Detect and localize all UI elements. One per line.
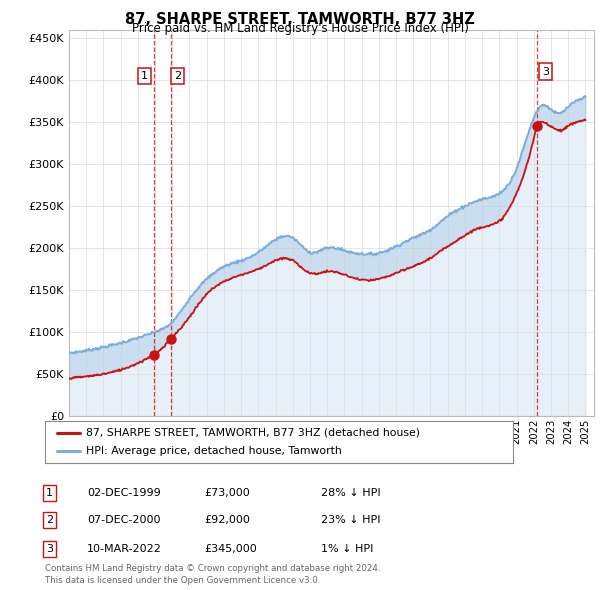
Text: 1% ↓ HPI: 1% ↓ HPI bbox=[321, 544, 373, 553]
Text: 10-MAR-2022: 10-MAR-2022 bbox=[87, 544, 162, 553]
Text: 07-DEC-2000: 07-DEC-2000 bbox=[87, 516, 161, 525]
Text: 02-DEC-1999: 02-DEC-1999 bbox=[87, 488, 161, 497]
Text: HPI: Average price, detached house, Tamworth: HPI: Average price, detached house, Tamw… bbox=[86, 446, 342, 456]
Text: 2: 2 bbox=[174, 71, 181, 81]
Text: £345,000: £345,000 bbox=[204, 544, 257, 553]
Text: 87, SHARPE STREET, TAMWORTH, B77 3HZ (detached house): 87, SHARPE STREET, TAMWORTH, B77 3HZ (de… bbox=[86, 428, 420, 438]
Text: £92,000: £92,000 bbox=[204, 516, 250, 525]
Text: 28% ↓ HPI: 28% ↓ HPI bbox=[321, 488, 380, 497]
Text: £73,000: £73,000 bbox=[204, 488, 250, 497]
Text: 2: 2 bbox=[46, 516, 53, 525]
Text: 1: 1 bbox=[46, 488, 53, 497]
Text: 3: 3 bbox=[542, 67, 549, 77]
Text: 23% ↓ HPI: 23% ↓ HPI bbox=[321, 516, 380, 525]
Text: Price paid vs. HM Land Registry's House Price Index (HPI): Price paid vs. HM Land Registry's House … bbox=[131, 22, 469, 35]
Text: 1: 1 bbox=[141, 71, 148, 81]
Text: 87, SHARPE STREET, TAMWORTH, B77 3HZ: 87, SHARPE STREET, TAMWORTH, B77 3HZ bbox=[125, 12, 475, 27]
Text: 3: 3 bbox=[46, 544, 53, 553]
Text: Contains HM Land Registry data © Crown copyright and database right 2024.
This d: Contains HM Land Registry data © Crown c… bbox=[45, 565, 380, 585]
